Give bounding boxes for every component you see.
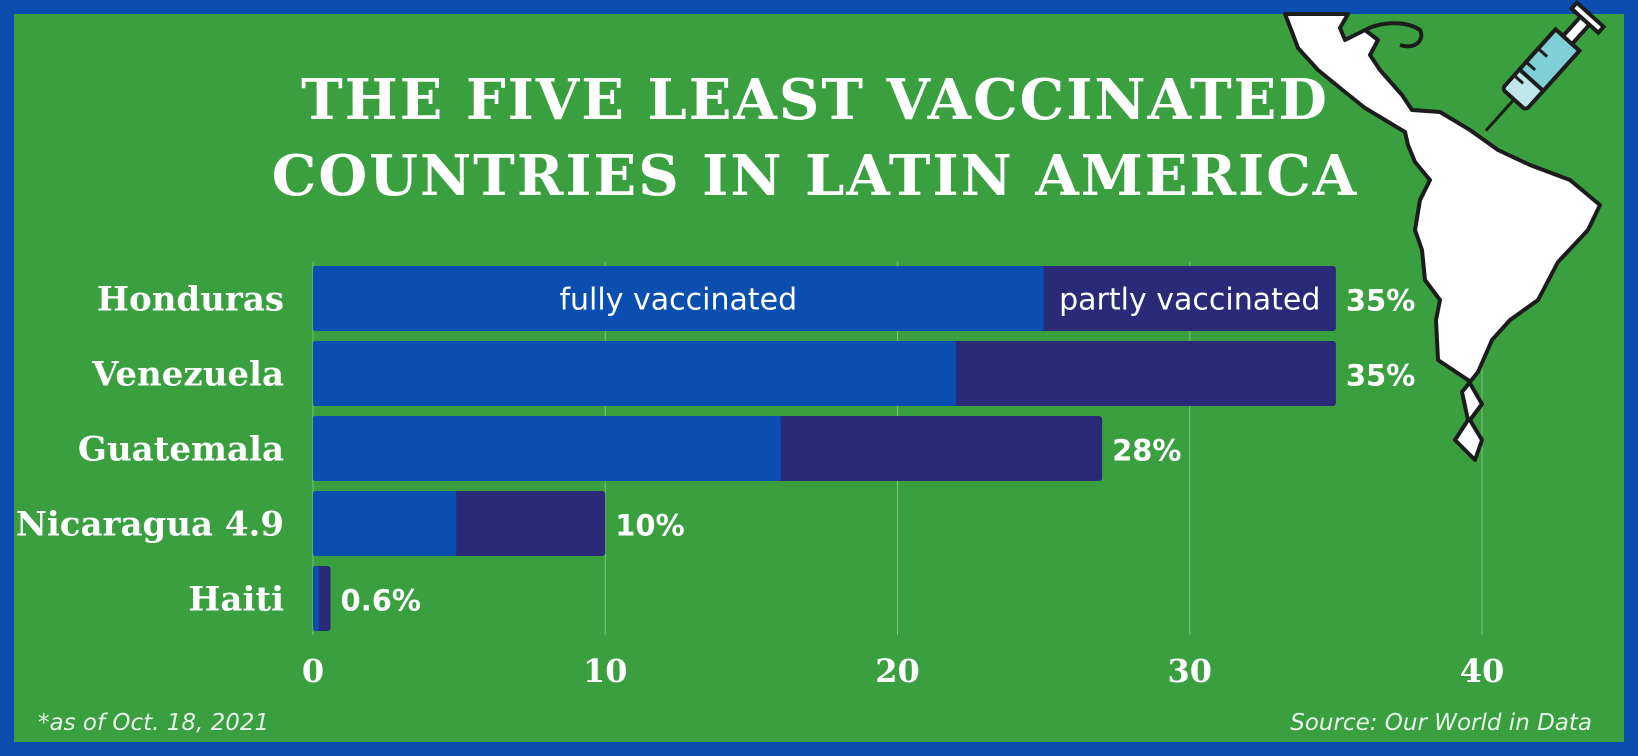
bar-fully-vaccinated (313, 416, 781, 481)
category-label: Venezuela (91, 355, 284, 395)
source-note: Source: Our World in Data (1290, 710, 1592, 736)
bar-fully-vaccinated (313, 566, 319, 631)
x-tick-label: 40 (1460, 652, 1505, 690)
bar-fully-vaccinated (313, 266, 1044, 331)
category-label: Haiti (188, 580, 284, 620)
map-gulf (1364, 21, 1424, 49)
bar-fully-vaccinated (313, 491, 457, 556)
x-tick-label: 0 (302, 652, 324, 690)
category-label: Nicaragua 4.9 (16, 505, 284, 545)
x-tick-label: 30 (1167, 652, 1212, 690)
total-label: 10% (615, 509, 684, 543)
legend-fully-vaccinated: fully vaccinated (559, 283, 797, 318)
x-tick-label: 10 (583, 652, 628, 690)
legend-partly-vaccinated: partly vaccinated (1059, 283, 1320, 318)
x-tick-label: 20 (875, 652, 920, 690)
total-label: 35% (1346, 359, 1415, 393)
title-line-2: COUNTRIES IN LATIN AMERICA (271, 143, 1359, 209)
map-shape (1283, 12, 1602, 462)
category-label: Honduras (97, 280, 284, 320)
bar-fully-vaccinated (313, 341, 956, 406)
total-label: 28% (1112, 434, 1181, 468)
category-label: Guatemala (78, 430, 284, 470)
syringe-icon (1484, 0, 1607, 132)
footnote: *as of Oct. 18, 2021 (38, 710, 270, 736)
total-label: 0.6% (341, 584, 421, 618)
title-line-1: THE FIVE LEAST VACCINATED (301, 67, 1329, 133)
total-label: 35% (1346, 284, 1415, 318)
